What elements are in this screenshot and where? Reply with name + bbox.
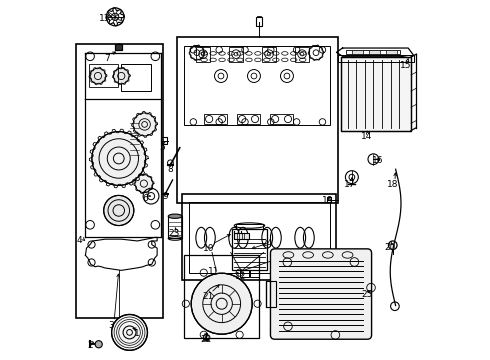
Ellipse shape [168,214,182,219]
Bar [270,114,293,125]
Bar [182,194,337,280]
Text: 24: 24 [262,239,273,248]
Bar [161,137,167,144]
Text: 10: 10 [203,244,214,253]
Text: 20: 20 [385,243,396,252]
Bar [184,46,330,126]
Text: 16: 16 [372,156,384,165]
Bar [89,64,118,87]
Text: 15: 15 [400,61,412,70]
Text: 1: 1 [134,329,140,338]
Text: 9: 9 [163,192,168,201]
Bar [240,270,248,277]
Bar [386,50,397,54]
Text: 3: 3 [109,321,115,330]
Bar [295,46,309,62]
Bar [341,57,411,131]
Bar [234,233,248,239]
Bar [168,216,182,238]
Text: 21: 21 [203,292,214,301]
Bar [250,270,259,277]
Bar [256,17,262,26]
Text: 7: 7 [104,54,110,63]
Text: 18: 18 [387,180,398,189]
Bar [229,46,243,62]
Text: 8: 8 [168,165,173,174]
Text: 25: 25 [361,289,372,298]
Text: 13: 13 [98,14,110,23]
Bar [184,255,259,338]
Bar [266,282,276,307]
Bar [76,44,163,318]
Bar [338,55,414,62]
Text: 4: 4 [76,237,82,246]
Bar [115,44,122,50]
Bar [346,50,400,54]
Bar [177,37,338,203]
Circle shape [90,68,106,84]
Text: 17: 17 [344,180,355,189]
Text: 6: 6 [143,194,148,203]
Bar [232,229,267,270]
Circle shape [135,175,153,193]
Text: 5: 5 [160,143,166,152]
Bar [122,64,151,91]
Text: 11: 11 [208,267,219,276]
Bar [236,224,263,229]
Bar [352,50,363,54]
Circle shape [191,273,252,334]
Bar [189,202,330,273]
Circle shape [112,315,147,350]
Bar [196,46,210,62]
Circle shape [113,68,129,84]
Text: 12: 12 [235,271,246,280]
Text: 2: 2 [87,341,93,350]
Bar [204,114,227,125]
Bar [369,50,380,54]
FancyBboxPatch shape [270,249,371,339]
Bar [341,57,411,131]
Bar [237,114,260,125]
Text: 22: 22 [200,335,211,344]
Circle shape [104,195,134,226]
Bar [262,46,276,62]
Text: 23: 23 [168,229,180,238]
Text: 19: 19 [322,196,333,205]
Circle shape [95,341,102,348]
Circle shape [133,113,156,136]
Bar [327,197,331,202]
Circle shape [92,132,146,185]
Text: 14: 14 [361,132,372,141]
